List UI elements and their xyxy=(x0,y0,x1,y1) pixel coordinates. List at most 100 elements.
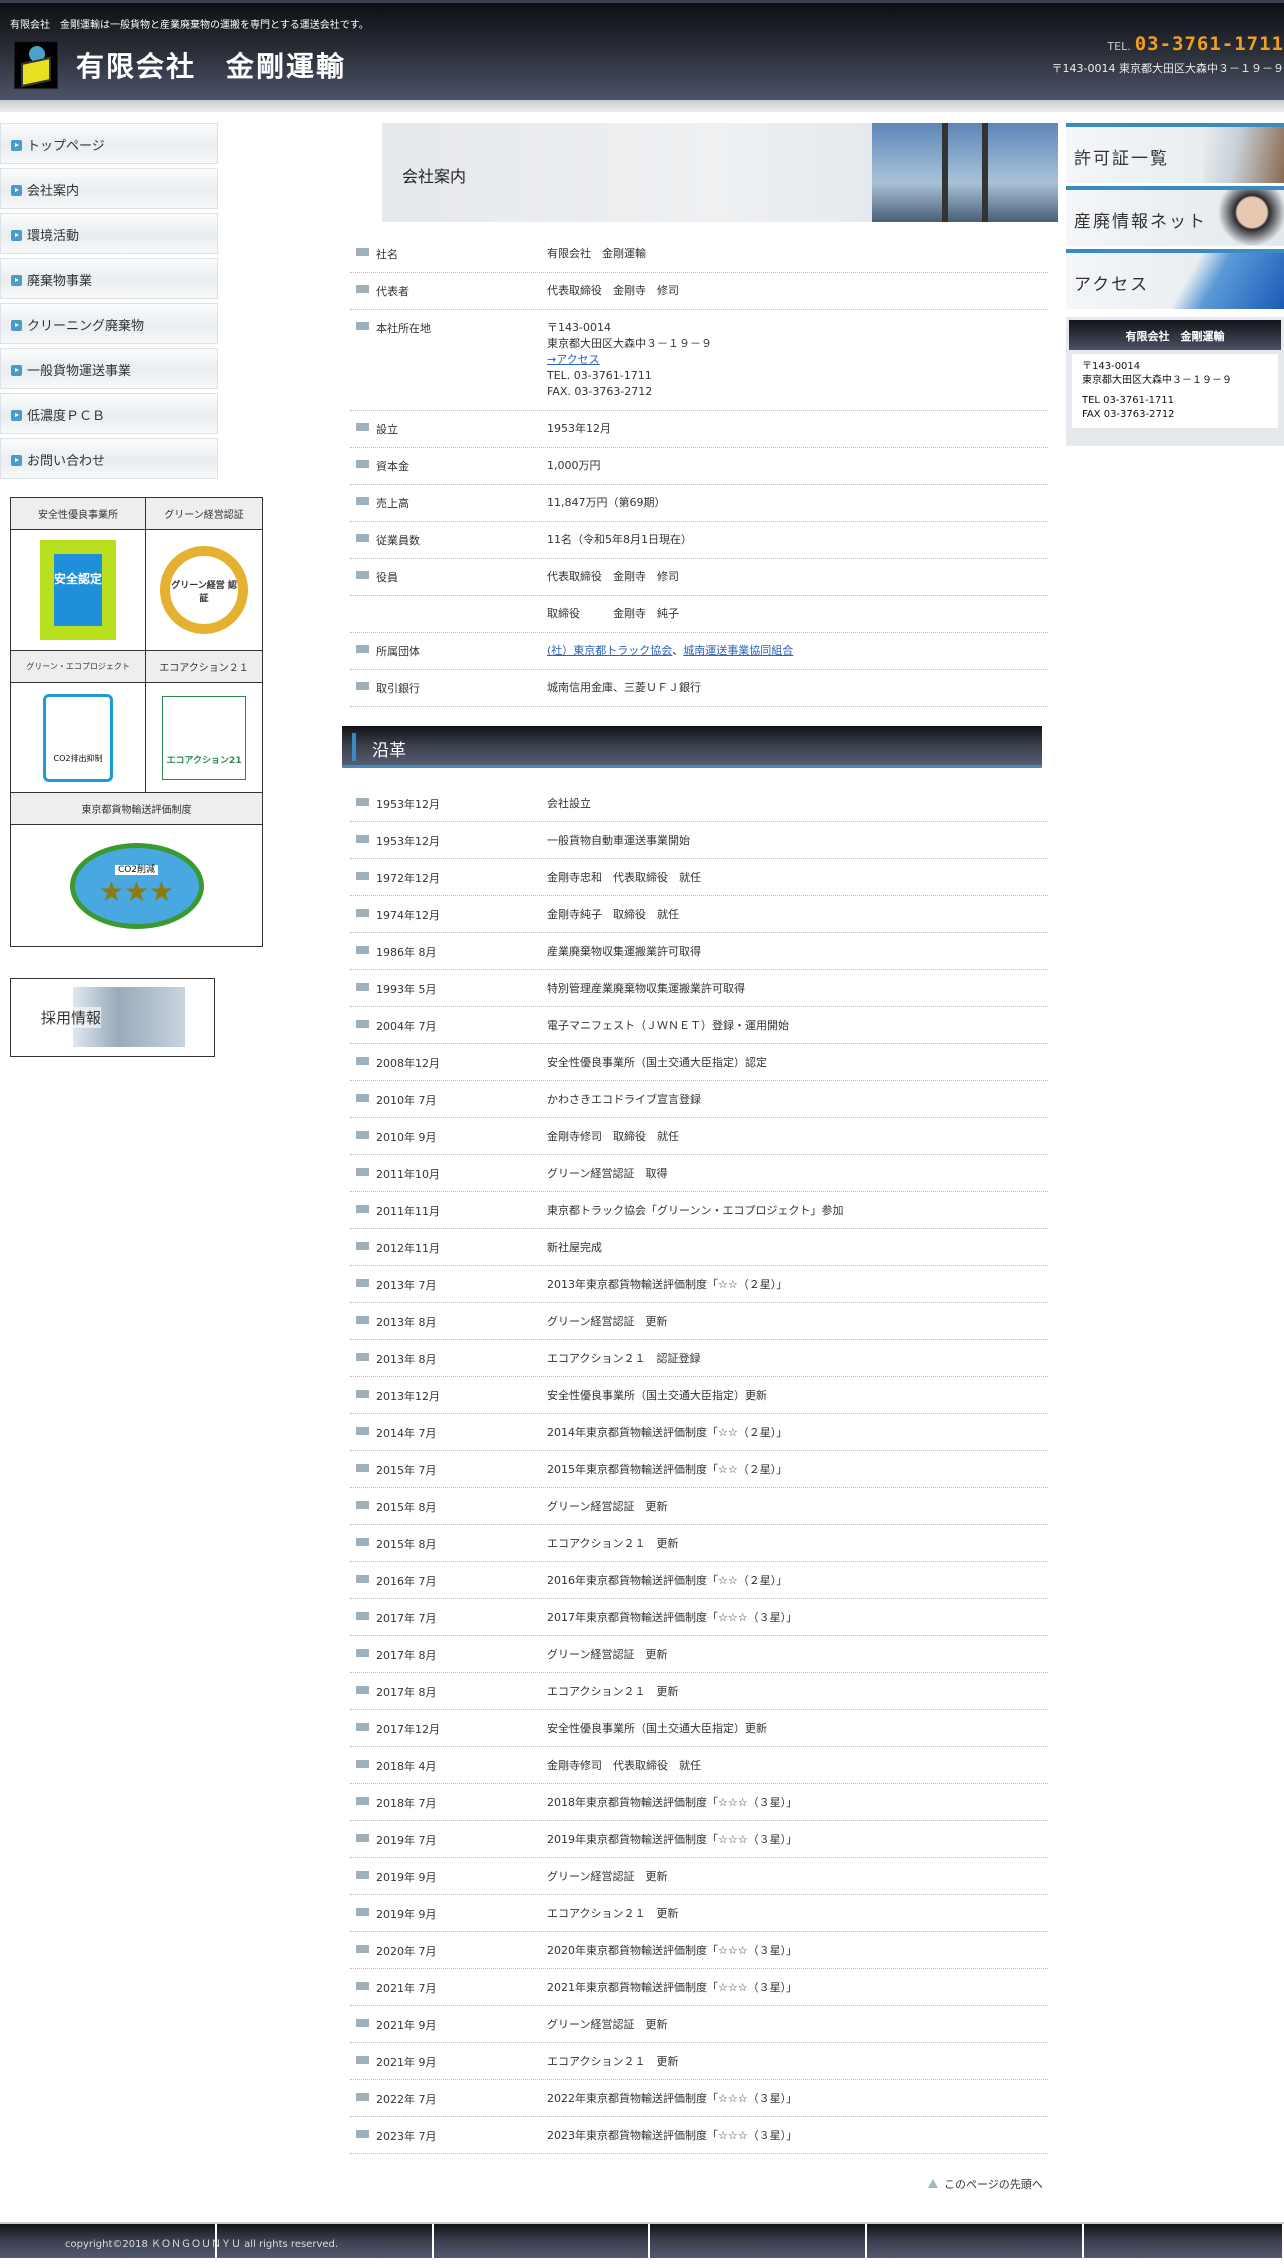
safety-cert-badge-icon: 安全認定 xyxy=(40,540,117,640)
site-title[interactable]: 有限会社 金剛運輸 xyxy=(76,50,347,83)
company-logo-icon[interactable] xyxy=(14,41,58,89)
tokyo-freight-rating-badge-icon: CO2削減 ★★★ xyxy=(69,842,204,929)
cert-image[interactable]: CO2削減 ★★★ xyxy=(10,824,263,947)
bullet-icon xyxy=(356,1390,369,1398)
history-row: 2011年10月 グリーン経営認証 取得 xyxy=(350,1155,1048,1192)
history-event: グリーン経営認証 更新 xyxy=(547,1870,668,1883)
history-event: 会社設立 xyxy=(547,797,591,810)
history-date: 2018年 7月 xyxy=(376,1797,437,1810)
history-row: 2010年 7月 かわさきエコドライブ宣言登録 xyxy=(350,1081,1048,1118)
history-row: 2013年12月 安全性優良事業所（国土交通大臣指定）更新 xyxy=(350,1377,1048,1414)
history-row: 1972年12月 金剛寺忠和 代表取締役 就任 xyxy=(350,859,1048,896)
bullet-icon xyxy=(356,2019,369,2027)
nav-item-waste[interactable]: 廃棄物事業 xyxy=(0,258,218,299)
arrow-right-icon xyxy=(11,410,22,421)
bullet-icon xyxy=(356,645,369,653)
page-top-link[interactable]: このページの先頭へ xyxy=(928,2176,1043,2192)
history-event: 2017年東京都貨物輸送評価制度「☆☆☆（３星）」 xyxy=(547,1611,798,1624)
site-header: 有限会社 金剛運輸は一般貨物と産業廃棄物の運搬を専門とする運送会社です。 有限会… xyxy=(0,0,1284,100)
cert-label: 東京都貨物輸送評価制度 xyxy=(10,792,263,825)
history-date: 2021年 7月 xyxy=(376,1982,437,1995)
history-row: 2004年 7月 電子マニフェスト（ＪＷＮＥＴ）登録・運用開始 xyxy=(350,1007,1048,1044)
bullet-icon xyxy=(356,1686,369,1694)
cert-label: グリーン・エコプロジェクト xyxy=(9,650,147,683)
history-row: 2013年 8月 エコアクション２１ 認証登録 xyxy=(350,1340,1048,1377)
history-date: 2012年11月 xyxy=(376,1242,440,1255)
history-row: 2017年 8月 グリーン経営認証 更新 xyxy=(350,1636,1048,1673)
history-row: 1986年 8月 産業廃棄物収集運搬業許可取得 xyxy=(350,933,1048,970)
header-divider xyxy=(0,100,1284,112)
nav-item-cleaning[interactable]: クリーニング廃棄物 xyxy=(0,303,218,344)
bullet-icon xyxy=(356,1834,369,1842)
bullet-icon xyxy=(356,322,369,330)
history-event: 2021年東京都貨物輸送評価制度「☆☆☆（３星）」 xyxy=(547,1981,798,1994)
cert-image[interactable]: CO2排出抑制 xyxy=(9,682,147,793)
nav-item-company[interactable]: 会社案内 xyxy=(0,168,218,209)
history-row: 2023年 7月 2023年東京都貨物輸送評価制度「☆☆☆（３星）」 xyxy=(350,2117,1048,2154)
bullet-icon xyxy=(356,1168,369,1176)
info-row: 本社所在地 〒143-0014 東京都大田区大森中３－１９－９ →アクセス TEL. … xyxy=(350,310,1048,411)
history-date: 1993年 5月 xyxy=(376,983,437,996)
cert-label: 安全性優良事業所 xyxy=(9,497,147,530)
bullet-icon xyxy=(356,571,369,579)
history-date: 2011年11月 xyxy=(376,1205,440,1218)
right-sidebar: 許可証一覧 産廃情報ネット アクセス 有限会社 金剛運輸 〒143-0014 東京… xyxy=(1066,123,1284,446)
history-row: 1993年 5月 特別管理産業廃棄物収集運搬業許可取得 xyxy=(350,970,1048,1007)
nav-item-pcb[interactable]: 低濃度ＰＣＢ xyxy=(0,393,218,434)
history-date: 2010年 9月 xyxy=(376,1131,437,1144)
history-date: 2019年 9月 xyxy=(376,1871,437,1884)
history-event: グリーン経営認証 更新 xyxy=(547,2018,668,2031)
history-event: 安全性優良事業所（国土交通大臣指定）更新 xyxy=(547,1389,767,1402)
history-row: 2019年 7月 2019年東京都貨物輸送評価制度「☆☆☆（３星）」 xyxy=(350,1821,1048,1858)
nav-item-contact[interactable]: お問い合わせ xyxy=(0,438,218,479)
history-event: 金剛寺純子 取締役 就任 xyxy=(547,908,679,921)
bullet-icon xyxy=(356,1094,369,1102)
transport-cooperative-link[interactable]: 城南運送事業協同組合 xyxy=(683,644,794,657)
bullet-icon xyxy=(356,2056,369,2064)
bullet-icon xyxy=(356,1020,369,1028)
bullet-icon xyxy=(356,1464,369,1472)
history-date: 2017年 8月 xyxy=(376,1686,437,1699)
history-event: 一般貨物自動車運送事業開始 xyxy=(547,834,690,847)
bullet-icon xyxy=(356,1723,369,1731)
history-date: 2008年12月 xyxy=(376,1057,440,1070)
cert-image[interactable]: グリーン経営 認証 xyxy=(145,529,263,651)
recruit-label: 採用情報 xyxy=(41,1007,102,1028)
cert-label: グリーン経営認証 xyxy=(145,497,263,530)
cert-image[interactable]: 安全認定 xyxy=(9,529,147,651)
history-date: 2020年 7月 xyxy=(376,1945,437,1958)
info-row: 設立 1953年12月 xyxy=(350,411,1048,448)
cert-image[interactable]: エコアクション21 xyxy=(145,682,263,793)
company-info-table: 社名 有限会社 金剛運輸 代表者 代表取締役 金剛寺 修司 本社所在地 〒143-0… xyxy=(350,236,1048,707)
header-tel: TEL. 03-3761-1711 xyxy=(1107,33,1284,55)
recruit-banner[interactable]: 採用情報 xyxy=(10,978,215,1057)
history-event: エコアクション２１ 更新 xyxy=(547,1537,679,1550)
history-date: 2010年 7月 xyxy=(376,1094,437,1107)
nav-item-environment[interactable]: 環境活動 xyxy=(0,213,218,254)
info-row: 取引銀行 城南信用金庫、三菱ＵＦＪ銀行 xyxy=(350,670,1048,707)
certification-table: 安全性優良事業所 グリーン経営認証 安全認定 グリーン経営 認証 グリーン・エコプ… xyxy=(9,497,263,947)
nav-item-freight[interactable]: 一般貨物運送事業 xyxy=(0,348,218,389)
history-row: 2021年 7月 2021年東京都貨物輸送評価制度「☆☆☆（３星）」 xyxy=(350,1969,1048,2006)
info-row: 代表者 代表取締役 金剛寺 修司 xyxy=(350,273,1048,310)
bullet-icon xyxy=(356,983,369,991)
history-event: 2019年東京都貨物輸送評価制度「☆☆☆（３星）」 xyxy=(547,1833,798,1846)
bullet-icon xyxy=(356,2130,369,2138)
access-banner[interactable]: アクセス xyxy=(1066,249,1284,309)
waste-info-net-banner[interactable]: 産廃情報ネット xyxy=(1066,186,1284,246)
bullet-icon xyxy=(356,534,369,542)
nav-item-top[interactable]: トップページ xyxy=(0,123,218,164)
truck-association-link[interactable]: (社）東京都トラック協会 xyxy=(547,644,673,657)
bullet-icon xyxy=(356,248,369,256)
bullet-icon xyxy=(356,1316,369,1324)
history-event: 2016年東京都貨物輸送評価制度「☆☆（２星）」 xyxy=(547,1574,788,1587)
info-row: 売上高 11,847万円（第69期） xyxy=(350,485,1048,522)
arrow-right-icon xyxy=(11,455,22,466)
permits-banner[interactable]: 許可証一覧 xyxy=(1066,123,1284,183)
history-row: 1953年12月 会社設立 xyxy=(350,785,1048,822)
access-link[interactable]: →アクセス xyxy=(547,353,600,366)
history-event: 安全性優良事業所（国土交通大臣指定）更新 xyxy=(547,1722,767,1735)
history-date: 2021年 9月 xyxy=(376,2019,437,2032)
bullet-icon xyxy=(356,798,369,806)
bullet-icon xyxy=(356,1908,369,1916)
